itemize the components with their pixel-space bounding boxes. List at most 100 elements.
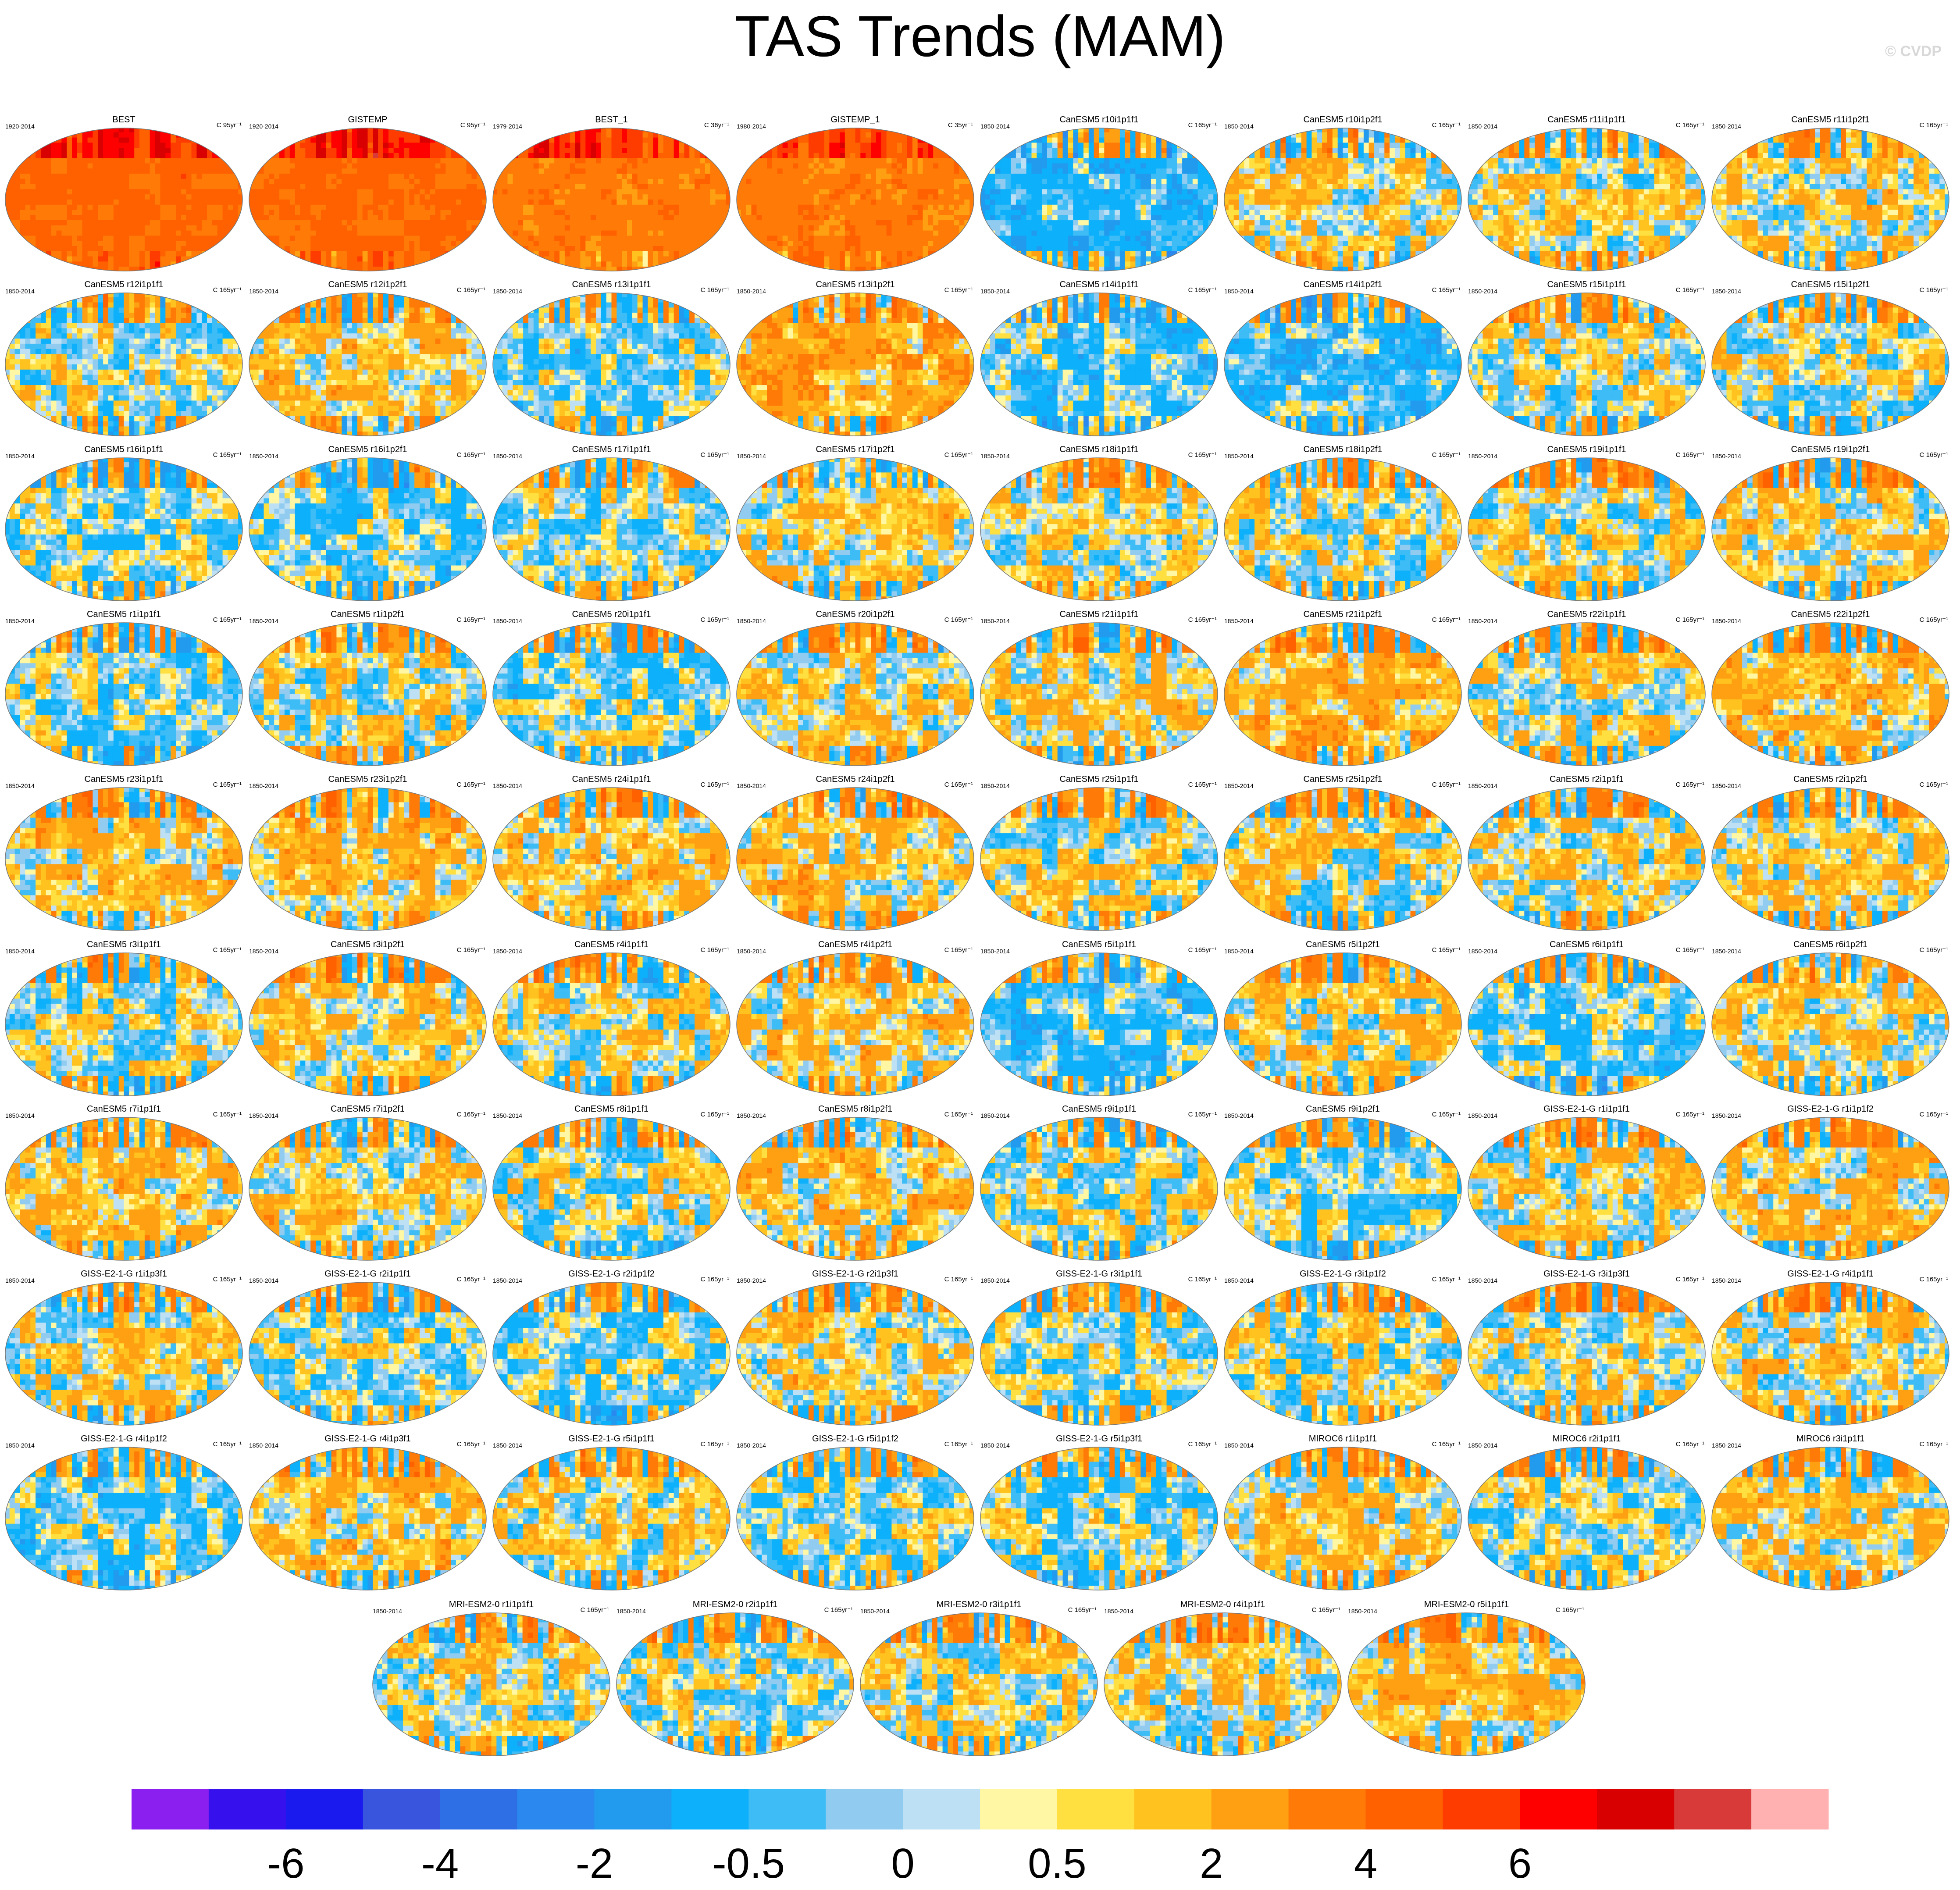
trend-cell (596, 184, 601, 189)
trend-cell (404, 261, 409, 267)
trend-cell (855, 179, 861, 184)
trend-cell (103, 210, 108, 215)
trend-cell (674, 246, 679, 251)
trend-cell (357, 210, 363, 215)
trend-cell (326, 246, 331, 251)
trend-cell (67, 143, 72, 148)
trend-cell (394, 132, 399, 138)
trend-cell (502, 158, 508, 164)
trend-cell (684, 184, 689, 189)
trend-cell (591, 148, 596, 153)
trend-cell (207, 251, 212, 257)
trend-cell (606, 158, 612, 164)
trend-cell (77, 143, 82, 148)
trend-cell (176, 143, 181, 148)
trend-cell (67, 267, 72, 272)
trend-cell (41, 200, 46, 205)
trend-cell (674, 220, 679, 225)
trend-cell (881, 215, 887, 220)
trend-cell (202, 148, 207, 153)
trend-cell (202, 174, 207, 179)
trend-cell (461, 189, 467, 194)
trend-cell (378, 220, 383, 225)
trend-cell (653, 153, 658, 158)
trend-cell (612, 194, 617, 200)
trend-cell (228, 138, 233, 143)
trend-cell (176, 127, 181, 132)
trend-cell (321, 231, 326, 236)
trend-cell (492, 246, 497, 251)
trend-cell (477, 164, 482, 169)
trend-cell (716, 153, 721, 158)
trend-cell (4, 127, 10, 132)
trend-cell (347, 138, 352, 143)
trend-cell (601, 158, 606, 164)
trend-cell (964, 153, 969, 158)
trend-cell (788, 179, 793, 184)
trend-cell (819, 168, 824, 174)
trend-cell (554, 127, 559, 132)
trend-cell (502, 184, 508, 189)
trend-cell (502, 236, 508, 241)
trend-cell (539, 164, 544, 169)
trend-cell (559, 138, 565, 143)
trend-cell (772, 148, 777, 153)
trend-cell (383, 215, 388, 220)
trend-cell (819, 225, 824, 231)
trend-cell (202, 164, 207, 169)
trend-cell (669, 225, 674, 231)
trend-cell (430, 164, 435, 169)
trend-cell (430, 189, 435, 194)
trend-cell (212, 138, 217, 143)
trend-cell (601, 236, 606, 241)
trend-cell (772, 127, 777, 132)
trend-cell (394, 205, 399, 210)
trend-cell (165, 205, 171, 210)
trend-cell (30, 205, 36, 210)
trend-cell (777, 158, 783, 164)
trend-cell (829, 179, 834, 184)
trend-cell (336, 231, 342, 236)
trend-cell (523, 251, 528, 257)
trend-cell (264, 251, 269, 257)
trend-cell (756, 246, 762, 251)
trend-cell (860, 231, 866, 236)
trend-cell (497, 143, 502, 148)
trend-cell (15, 225, 20, 231)
trend-cell (20, 251, 25, 257)
trend-cell (212, 205, 217, 210)
trend-cell (248, 231, 253, 236)
trend-cell (544, 220, 549, 225)
trend-cell (233, 246, 238, 251)
trend-cell (658, 168, 663, 174)
trend-cell (445, 132, 451, 138)
trend-cell (212, 215, 217, 220)
trend-cell (388, 200, 394, 205)
trend-cell (295, 127, 300, 132)
trend-cell (959, 194, 965, 200)
trend-cell (887, 241, 892, 246)
trend-cell (508, 158, 513, 164)
trend-cell (51, 127, 57, 132)
trend-cell (456, 215, 461, 220)
trend-cell (82, 231, 88, 236)
trend-cell (176, 179, 181, 184)
trend-cell (30, 174, 36, 179)
trend-cell (103, 241, 108, 246)
trend-cell (710, 241, 716, 246)
trend-cell (57, 143, 62, 148)
trend-cell (663, 143, 669, 148)
trend-cell (300, 153, 306, 158)
trend-cell (108, 246, 114, 251)
trend-cell (788, 200, 793, 205)
trend-cell (876, 153, 881, 158)
trend-cell (575, 148, 581, 153)
trend-cell (648, 148, 653, 153)
trend-cell (181, 127, 186, 132)
trend-cell (248, 257, 253, 262)
trend-cell (139, 200, 145, 205)
trend-cell (679, 210, 684, 215)
trend-cell (891, 246, 897, 251)
trend-cell (528, 241, 534, 246)
trend-cell (477, 246, 482, 251)
